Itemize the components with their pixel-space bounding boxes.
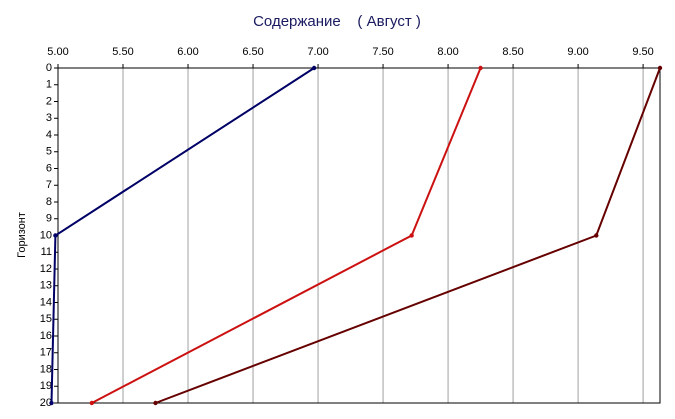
x-tick-label: 8.00 <box>437 46 458 58</box>
y-tick-label: 2 <box>46 95 52 107</box>
point <box>53 233 58 238</box>
y-tick-label: 6 <box>46 162 52 174</box>
y-tick-label: 3 <box>46 112 52 124</box>
series-line <box>155 67 661 404</box>
chart-title: Содержание ( Август ) <box>253 13 421 30</box>
y-tick-label: 10 <box>40 229 52 241</box>
y-tick-label: 4 <box>46 129 52 141</box>
point <box>89 400 95 406</box>
point <box>49 400 54 406</box>
point <box>153 400 158 406</box>
y-tick-label: 14 <box>40 296 52 308</box>
x-tick-label: 9.50 <box>632 46 653 58</box>
x-tick-label: 5.50 <box>112 46 133 58</box>
y-tick-label: 9 <box>46 213 52 225</box>
y-tick-label: 17 <box>40 347 52 359</box>
point <box>311 65 317 71</box>
y-tick-label: 0 <box>46 62 52 74</box>
y-tick-label: 16 <box>40 330 52 342</box>
x-tick-label: 8.50 <box>502 46 523 58</box>
series-line <box>50 67 315 404</box>
y-tick-label: 5 <box>46 146 52 158</box>
x-tick-label: 6.00 <box>177 46 198 58</box>
y-tick-label: 12 <box>40 263 52 275</box>
x-tick-label: 7.00 <box>307 46 328 58</box>
point <box>409 233 414 238</box>
x-tick-label: 9.00 <box>567 46 588 58</box>
y-tick-label: 15 <box>40 313 52 325</box>
x-tick-label: 6.50 <box>242 46 263 58</box>
point <box>594 233 599 238</box>
x-tick-label: 5.00 <box>47 46 68 58</box>
point <box>657 65 663 71</box>
y-tick-label: 13 <box>40 280 52 292</box>
y-tick-label: 18 <box>40 363 52 375</box>
y-tick-label: 20 <box>40 397 52 409</box>
point <box>478 65 483 71</box>
y-tick-label: 11 <box>41 246 52 258</box>
x-tick-label: 7.50 <box>372 46 393 58</box>
y-tick-label: 7 <box>46 179 52 191</box>
y-axis-label: Горизонт <box>16 212 28 258</box>
plot-frame <box>57 67 661 404</box>
y-tick-label: 8 <box>46 196 52 208</box>
y-tick-label: 1 <box>46 79 52 91</box>
y-tick-label: 19 <box>40 380 52 392</box>
